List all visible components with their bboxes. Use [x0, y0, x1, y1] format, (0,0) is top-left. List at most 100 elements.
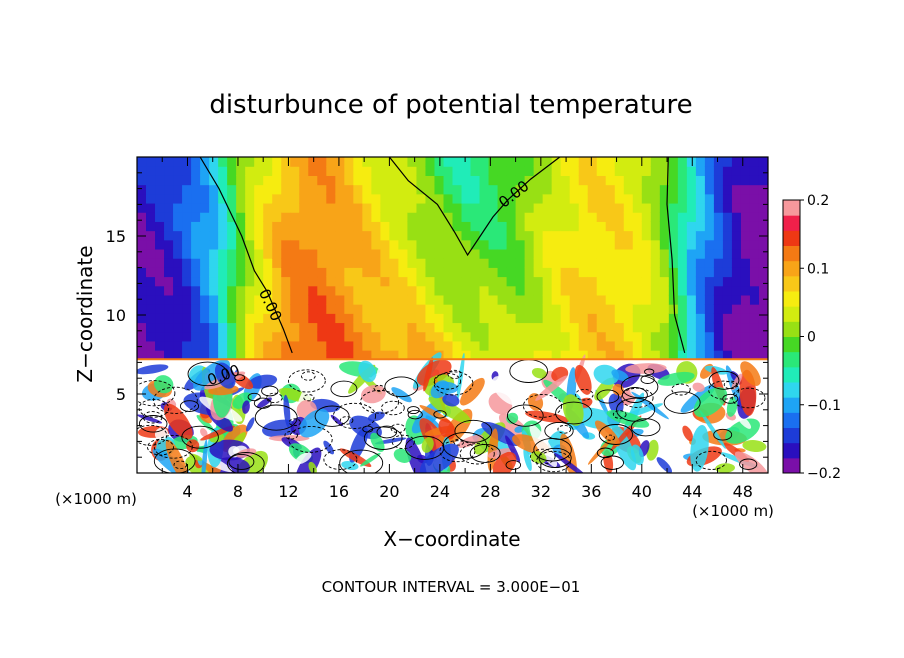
turbulent-contour	[447, 369, 463, 379]
upper-field-cell	[497, 258, 508, 268]
upper-field-cell	[704, 184, 715, 195]
upper-field-cell	[623, 276, 634, 287]
upper-field-cell	[749, 322, 760, 333]
upper-field-cell	[461, 221, 472, 232]
upper-field-cell	[758, 340, 768, 351]
upper-field-cell	[389, 350, 400, 360]
upper-field-cell	[497, 304, 508, 314]
upper-field-cell	[605, 258, 616, 268]
turbulent-eddy	[438, 418, 456, 440]
upper-field-cell	[389, 239, 400, 250]
upper-field-cell	[398, 166, 409, 176]
upper-field-cell	[605, 304, 616, 314]
x-tick-label: 12	[278, 482, 298, 501]
upper-field-cell	[155, 304, 165, 314]
upper-field-cell	[605, 313, 616, 324]
upper-field-cell	[371, 285, 381, 296]
upper-field-cell	[281, 322, 291, 333]
colorbar-swatch	[783, 397, 800, 413]
upper-field-cell	[407, 285, 418, 296]
upper-field-cell	[533, 331, 544, 342]
upper-field-cell	[200, 221, 210, 232]
upper-field-cell	[290, 193, 300, 204]
upper-field-cell	[497, 248, 508, 259]
upper-field-cell	[362, 294, 372, 305]
upper-field-cell	[416, 239, 427, 250]
upper-field-cell	[650, 294, 661, 305]
upper-field-cell	[308, 340, 318, 351]
upper-field-cell	[524, 350, 535, 360]
upper-field-cell	[254, 175, 264, 186]
upper-field-cell	[272, 166, 282, 176]
upper-field-cell	[335, 166, 345, 176]
upper-field-cell	[740, 230, 751, 241]
upper-field-cell	[569, 285, 580, 296]
upper-field-cell	[254, 304, 264, 314]
upper-field-cell	[614, 350, 625, 360]
upper-field-cell	[740, 267, 751, 278]
upper-field-cell	[623, 175, 634, 186]
upper-field-cell	[704, 340, 715, 351]
upper-field-cell	[362, 230, 372, 241]
upper-field-cell	[245, 202, 255, 213]
upper-field-cell	[272, 340, 282, 351]
upper-field-cell	[668, 184, 679, 195]
upper-field-cell	[155, 212, 165, 222]
upper-field-cell	[137, 157, 147, 167]
upper-field-cell	[605, 157, 616, 167]
turbulent-contour	[459, 443, 495, 465]
upper-field-cell	[470, 258, 481, 268]
upper-field-cell	[362, 221, 372, 232]
upper-field-cell	[380, 193, 390, 204]
upper-field-cell	[686, 166, 697, 176]
upper-field-cell	[326, 248, 336, 259]
upper-field-cell	[740, 313, 751, 324]
upper-field-cell	[578, 331, 589, 342]
upper-field-cell	[488, 175, 499, 186]
upper-field-cell	[515, 285, 526, 296]
upper-field-cell	[569, 313, 580, 324]
upper-field-cell	[371, 313, 381, 324]
x-tick-label: 24	[430, 482, 450, 501]
upper-field-cell	[164, 248, 174, 259]
upper-field-cell	[389, 331, 400, 342]
upper-field-cell	[182, 304, 192, 314]
upper-field-cell	[263, 340, 273, 351]
upper-field-cell	[479, 184, 490, 195]
upper-field-cell	[650, 331, 661, 342]
upper-field-cell	[668, 239, 679, 250]
upper-field-cell	[344, 350, 354, 360]
upper-field-cell	[398, 350, 409, 360]
upper-field-cell	[677, 322, 688, 333]
upper-field-cell	[254, 267, 264, 278]
upper-field-cell	[695, 248, 706, 259]
upper-field-cell	[515, 276, 526, 287]
upper-field-cell	[380, 350, 390, 360]
upper-field-cell	[245, 230, 255, 241]
upper-field-cell	[362, 248, 372, 259]
turbulent-eddy	[611, 425, 637, 471]
upper-field-cell	[353, 331, 363, 342]
upper-field-cell	[569, 202, 580, 213]
upper-field-cell	[659, 212, 670, 222]
upper-field-cell	[650, 202, 661, 213]
turbulent-contour	[234, 374, 246, 382]
upper-field-cell	[668, 313, 679, 324]
upper-field-cell	[596, 175, 607, 186]
upper-field-cell	[209, 322, 219, 333]
upper-field-cell	[353, 248, 363, 259]
turbulent-contour	[442, 432, 488, 459]
upper-field-cell	[542, 267, 553, 278]
upper-field-cell	[317, 230, 327, 241]
upper-field-cell	[758, 175, 768, 186]
upper-field-cell	[551, 313, 562, 324]
x-tick-label: 44	[682, 482, 702, 501]
upper-field-cell	[281, 221, 291, 232]
upper-field-cell	[308, 304, 318, 314]
upper-field-cell	[551, 248, 562, 259]
upper-field-cell	[641, 166, 652, 176]
upper-field-cell	[137, 258, 147, 268]
upper-field-cell	[704, 350, 715, 360]
turbulent-contour	[695, 450, 727, 470]
upper-field-cell	[290, 166, 300, 176]
